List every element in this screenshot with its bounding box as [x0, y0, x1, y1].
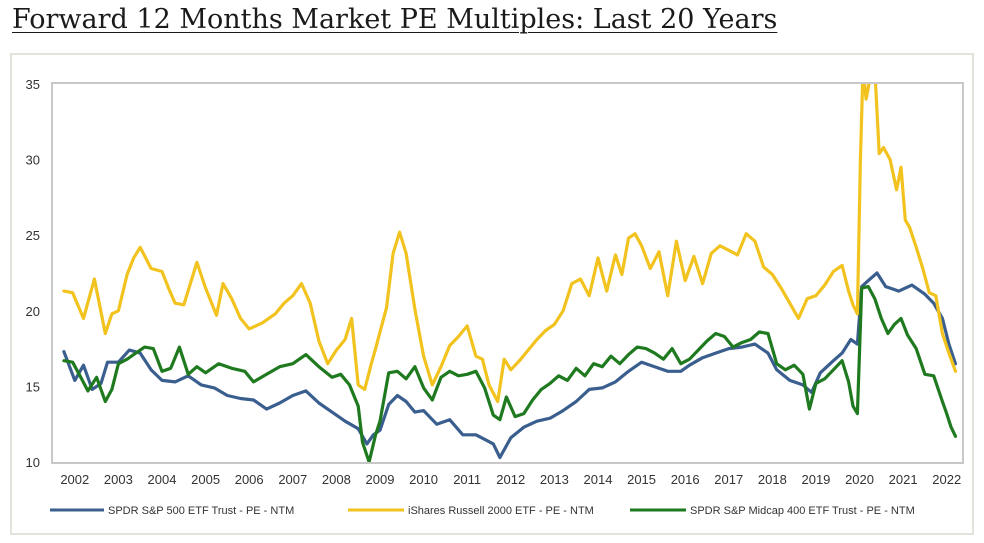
x-tick-label: 2018 — [758, 472, 787, 487]
x-tick-label: 2016 — [671, 472, 700, 487]
x-tick-label: 2022 — [932, 472, 961, 487]
x-tick-label: 2012 — [496, 472, 525, 487]
y-tick-label: 20 — [26, 304, 40, 319]
x-tick-label: 2015 — [627, 472, 656, 487]
legend-russell2000-label: iShares Russell 2000 ETF - PE - NTM — [408, 505, 594, 517]
x-tick-label: 2010 — [409, 472, 438, 487]
russell2000-line — [62, 84, 958, 404]
x-tick-label: 2009 — [366, 472, 395, 487]
x-tick-label: 2007 — [278, 472, 307, 487]
y-tick-label: 35 — [26, 77, 40, 92]
y-tick-label: 10 — [26, 455, 40, 470]
x-tick-label: 2006 — [235, 472, 264, 487]
legend-midcap400-label: SPDR S&P Midcap 400 ETF Trust - PE - NTM — [690, 505, 915, 517]
plot-area-border — [51, 82, 964, 464]
y-tick-label: 25 — [26, 228, 40, 243]
x-tick-label: 2019 — [801, 472, 830, 487]
y-tick-label: 15 — [26, 379, 40, 394]
x-tick-label: 2003 — [104, 472, 133, 487]
y-tick-label: 30 — [26, 153, 40, 168]
midcap400-line — [62, 285, 958, 462]
x-tick-label: 2002 — [60, 472, 89, 487]
x-tick-label: 2005 — [191, 472, 220, 487]
x-tick-label: 2011 — [453, 472, 481, 487]
x-tick-label: 2008 — [322, 472, 351, 487]
x-tick-label: 2014 — [584, 472, 613, 487]
sp500-line — [62, 271, 958, 460]
x-tick-label: 2013 — [540, 472, 569, 487]
page-title: Forward 12 Months Market PE Multiples: L… — [12, 4, 778, 35]
x-tick-label: 2021 — [889, 472, 918, 487]
x-tick-label: 2020 — [845, 472, 874, 487]
x-tick-label: 2017 — [714, 472, 743, 487]
x-tick-label: 2004 — [148, 472, 177, 487]
legend-sp500-label: SPDR S&P 500 ETF Trust - PE - NTM — [108, 505, 294, 517]
